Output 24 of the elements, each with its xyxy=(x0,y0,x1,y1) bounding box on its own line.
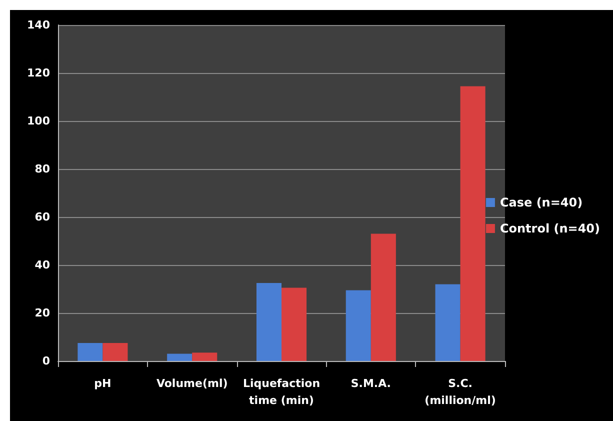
y-tick-label: 140 xyxy=(27,18,50,32)
y-tick-label: 20 xyxy=(34,306,50,320)
bar xyxy=(167,354,192,361)
y-tick-label: 60 xyxy=(34,210,50,224)
bar xyxy=(346,290,371,361)
y-tick-label: 120 xyxy=(27,66,50,80)
x-tick-label: S.M.A. xyxy=(350,377,391,390)
x-tick-label: S.C. (million/ml) xyxy=(424,377,496,407)
bar xyxy=(370,234,396,361)
y-tick-label: 100 xyxy=(27,114,50,128)
legend-label: Case (n=40) xyxy=(500,196,583,210)
y-tick-label: 80 xyxy=(34,162,50,176)
bar xyxy=(435,284,460,361)
x-tick-label: pH xyxy=(94,377,112,390)
bar xyxy=(192,352,218,361)
bar xyxy=(78,343,103,361)
bar xyxy=(282,288,307,361)
x-tick-label: Liquefaction time (min) xyxy=(242,377,320,407)
y-tick-label: 40 xyxy=(34,258,50,272)
bar xyxy=(256,283,282,361)
legend-label: Control (n=40) xyxy=(500,222,600,236)
y-tick-label: 0 xyxy=(42,354,50,368)
x-tick-label: Volume(ml) xyxy=(156,377,228,390)
bar xyxy=(102,343,128,361)
